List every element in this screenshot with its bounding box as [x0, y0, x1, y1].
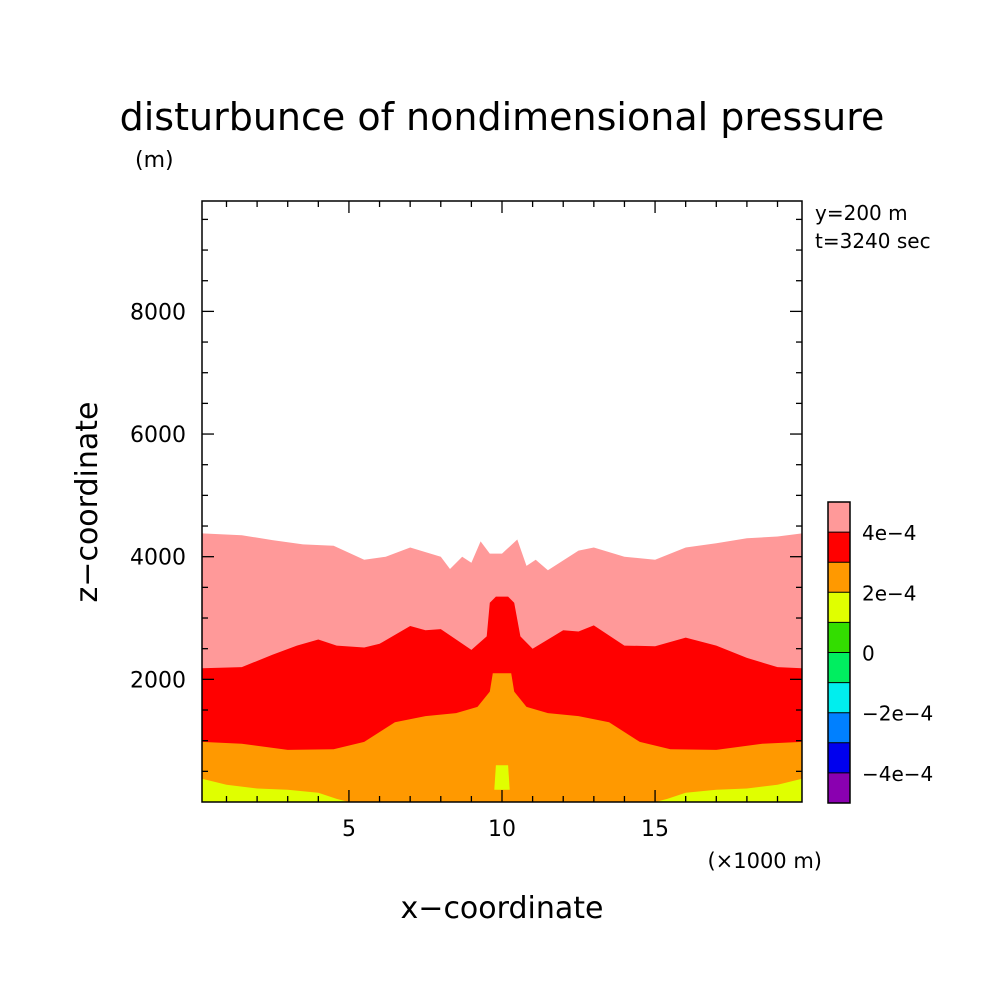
- colorbar-label: 0: [862, 642, 875, 666]
- colorbar-swatch: [828, 772, 850, 803]
- plot-area: 5 10 15 2000 4000 6000 8000: [130, 200, 803, 842]
- chart-title: disturbunce of nondimensional pressure: [120, 95, 885, 139]
- colorbar-label: 2e−4: [862, 581, 917, 605]
- x-tick-label: 5: [342, 817, 356, 842]
- y-tick-label: 4000: [130, 546, 186, 571]
- y-unit-label: (m): [135, 148, 174, 173]
- y-axis-label: z−coordinate: [70, 402, 105, 603]
- x-axis-label: x−coordinate: [401, 891, 604, 926]
- yellow-island: [494, 765, 510, 790]
- x-tick-label: 10: [488, 817, 516, 842]
- y-tick-label: 8000: [130, 300, 186, 325]
- colorbar-swatch: [828, 592, 850, 623]
- colorbar-label: −4e−4: [862, 762, 933, 786]
- y-tick-label: 2000: [130, 668, 186, 693]
- colorbar-label: −2e−4: [862, 702, 933, 726]
- colorbar-swatch: [828, 712, 850, 743]
- colorbar-swatch: [828, 562, 850, 593]
- x-tick-label: 15: [641, 817, 669, 842]
- yellow-region: [202, 778, 802, 802]
- annotation-t: t=3240 sec: [815, 229, 931, 253]
- annotation-y: y=200 m: [815, 201, 908, 225]
- colorbar-swatch: [828, 652, 850, 683]
- colorbar-swatch: [828, 532, 850, 563]
- colorbar: −4e−4 −2e−4 0 2e−4 4e−4: [827, 501, 933, 804]
- x-unit-label: (×1000 m): [707, 849, 822, 873]
- colorbar-swatch: [828, 502, 850, 533]
- orange-region: [202, 673, 802, 802]
- colorbar-swatch: [828, 742, 850, 773]
- colorbar-swatch: [828, 682, 850, 713]
- colorbar-label: 4e−4: [862, 521, 917, 545]
- colorbar-swatch: [828, 622, 850, 653]
- y-tick-label: 6000: [130, 423, 186, 448]
